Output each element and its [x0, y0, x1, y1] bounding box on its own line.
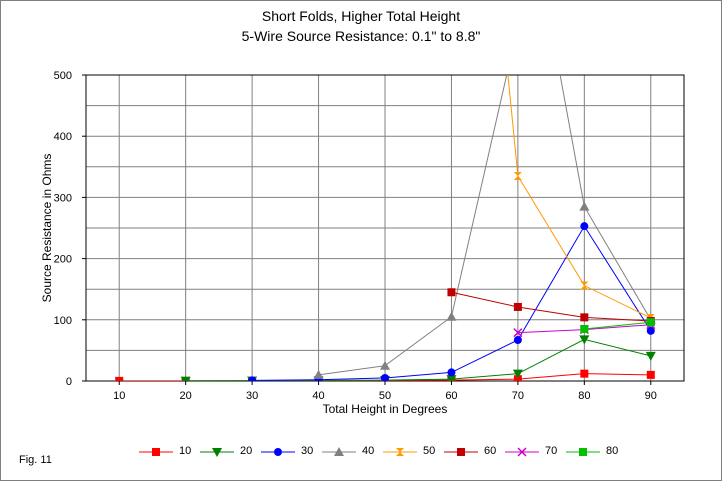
data-point-60: [447, 288, 456, 297]
legend-item-10: 10: [139, 444, 197, 460]
x-tick-label: 30: [246, 390, 258, 402]
legend-swatch: [383, 448, 417, 456]
y-tick-label: 0: [66, 376, 72, 388]
legend-marker: [396, 448, 404, 456]
legend-label: 30: [301, 445, 314, 457]
data-point-80: [646, 318, 655, 327]
data-point-30: [381, 373, 389, 381]
legend-item-70: 70: [505, 444, 563, 460]
legend-item-30: 30: [261, 444, 319, 460]
data-point-30: [580, 222, 589, 231]
chart-title: Short Folds, Higher Total Height: [261, 8, 461, 24]
legend-marker: [334, 447, 344, 456]
data-point-10: [580, 369, 589, 378]
series-line-80: [584, 321, 651, 330]
legend-marker: [457, 448, 465, 456]
data-point-70: [513, 328, 523, 338]
legend-swatch: [139, 448, 173, 456]
data-point-30: [513, 335, 522, 344]
legend-marker: [274, 448, 282, 456]
data-point-50: [513, 171, 522, 180]
legend-swatch: [261, 448, 295, 456]
x-tick-label: 90: [645, 390, 657, 402]
series-80: [580, 318, 655, 333]
data-point-20: [446, 375, 457, 381]
figure-label: Fig. 11: [19, 454, 52, 466]
legend-label: 20: [240, 445, 253, 457]
legend-item-80: 80: [566, 444, 624, 460]
data-point-60: [513, 302, 522, 311]
x-tick-label: 50: [379, 390, 391, 402]
data-point-10: [646, 370, 655, 379]
legend-marker: [152, 448, 160, 456]
data-point-10: [115, 376, 124, 381]
legend-label: 80: [606, 445, 619, 457]
legend-marker: [517, 447, 527, 457]
y-tick-label: 400: [54, 131, 72, 143]
y-axis-label: Source Resistance in Ohms: [40, 154, 54, 303]
x-tick-label: 10: [113, 390, 125, 402]
legend-swatch: [322, 447, 356, 456]
legend-swatch: [505, 447, 539, 457]
data-point-30: [646, 326, 655, 335]
data-point-20: [645, 351, 656, 361]
data-point-30: [447, 368, 456, 377]
data-point-20: [579, 335, 590, 345]
legend-label: 70: [545, 445, 558, 457]
chart-subtitle: 5-Wire Source Resistance: 0.1" to 8.8": [241, 28, 481, 44]
legend-item-40: 40: [322, 444, 380, 460]
y-tick-label: 300: [54, 192, 72, 204]
legend-swatch: [444, 448, 478, 456]
data-point-40: [446, 311, 457, 321]
data-point-20: [180, 376, 191, 381]
data-point-30: [248, 376, 257, 381]
series-line-50: [507, 75, 651, 319]
legend-swatch: [200, 448, 234, 457]
data-point-40: [380, 360, 390, 370]
y-tick-label: 500: [54, 70, 72, 82]
series-40: [313, 75, 656, 379]
legend-marker: [212, 448, 222, 457]
legend-label: 60: [484, 445, 497, 457]
data-point-40: [579, 201, 590, 211]
x-axis-label: Total Height in Degrees: [323, 402, 448, 416]
series-line-40: [318, 75, 652, 376]
x-tick-label: 40: [312, 390, 324, 402]
legend: 10 20 30 40 50 60 70 80: [1, 444, 721, 460]
data-point-20: [512, 369, 523, 379]
data-point-40: [313, 369, 324, 379]
legend-item-60: 60: [444, 444, 502, 460]
y-tick-label: 200: [54, 254, 72, 266]
legend-swatch: [566, 448, 600, 456]
x-tick-label: 70: [512, 390, 524, 402]
x-tick-label: 80: [578, 390, 590, 402]
x-tick-label: 60: [445, 390, 457, 402]
data-point-50: [580, 281, 589, 290]
data-point-80: [580, 324, 589, 333]
series-50: [507, 75, 655, 322]
legend-item-20: 20: [200, 444, 258, 460]
legend-label: 40: [362, 445, 375, 457]
series-30: [248, 222, 655, 381]
data-point-60: [580, 313, 589, 322]
series-line-60: [451, 291, 651, 322]
legend-label: 50: [423, 445, 436, 457]
legend-marker: [579, 448, 587, 456]
legend-item-50: 50: [383, 444, 441, 460]
x-tick-label: 20: [180, 390, 192, 402]
legend-label: 10: [179, 445, 192, 457]
y-tick-label: 100: [54, 315, 72, 327]
